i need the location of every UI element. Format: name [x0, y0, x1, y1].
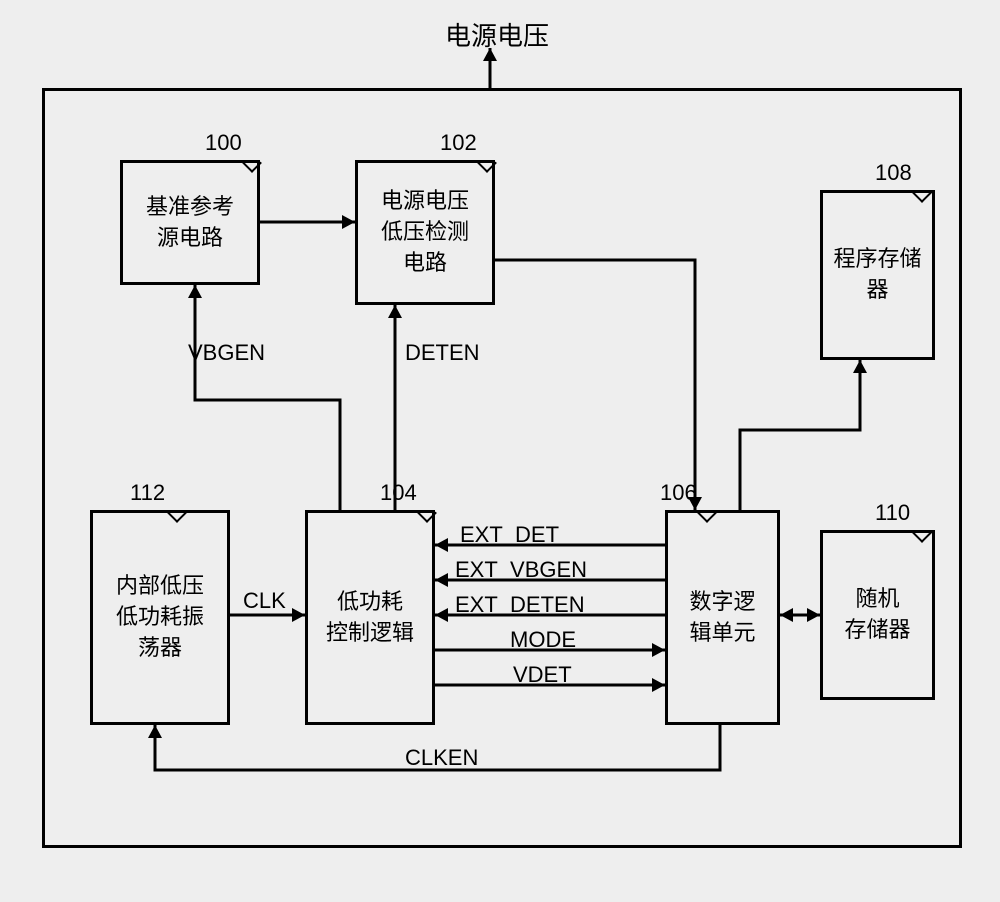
block-program-memory: 程序存储器	[820, 190, 935, 360]
block-supply-low-voltage-detect-circuit: 电源电压低压检测电路	[355, 160, 495, 305]
signal-label-clken: CLKEN	[405, 745, 478, 771]
block-text: 内部低压低功耗振荡器	[116, 571, 204, 663]
block-internal-low-voltage-low-power-oscillator: 内部低压低功耗振荡器	[90, 510, 230, 725]
signal-label-ext-deten: EXT_DETEN	[455, 592, 585, 618]
ref-108: 108	[875, 160, 912, 186]
ref-106: 106	[660, 480, 697, 506]
signal-label-mode: MODE	[510, 627, 576, 653]
block-text: 程序存储器	[833, 244, 921, 306]
signal-label-deten: DETEN	[405, 340, 480, 366]
signal-label-ext-det: EXT_DET	[460, 522, 559, 548]
page-title: 电源电压	[445, 16, 549, 53]
block-text: 数字逻辑单元	[689, 587, 755, 649]
block-random-memory: 随机存储器	[820, 530, 935, 700]
block-digital-logic-unit: 数字逻辑单元	[665, 510, 780, 725]
block-low-power-control-logic: 低功耗控制逻辑	[305, 510, 435, 725]
block-reference-source-circuit: 基准参考源电路	[120, 160, 260, 285]
ref-110: 110	[875, 500, 910, 526]
block-text: 随机存储器	[844, 584, 910, 646]
block-text: 基准参考源电路	[146, 192, 234, 254]
signal-label-ext-vbgen: EXT_VBGEN	[455, 557, 587, 583]
signal-label-vdet: VDET	[513, 662, 572, 688]
ref-104: 104	[380, 480, 417, 506]
ref-102: 102	[440, 130, 477, 156]
signal-label-clk: CLK	[243, 588, 286, 614]
ref-100: 100	[205, 130, 242, 156]
block-text: 电源电压低压检测电路	[381, 186, 469, 278]
block-text: 低功耗控制逻辑	[326, 587, 414, 649]
ref-112: 112	[130, 480, 165, 506]
signal-label-vbgen: VBGEN	[188, 340, 265, 366]
